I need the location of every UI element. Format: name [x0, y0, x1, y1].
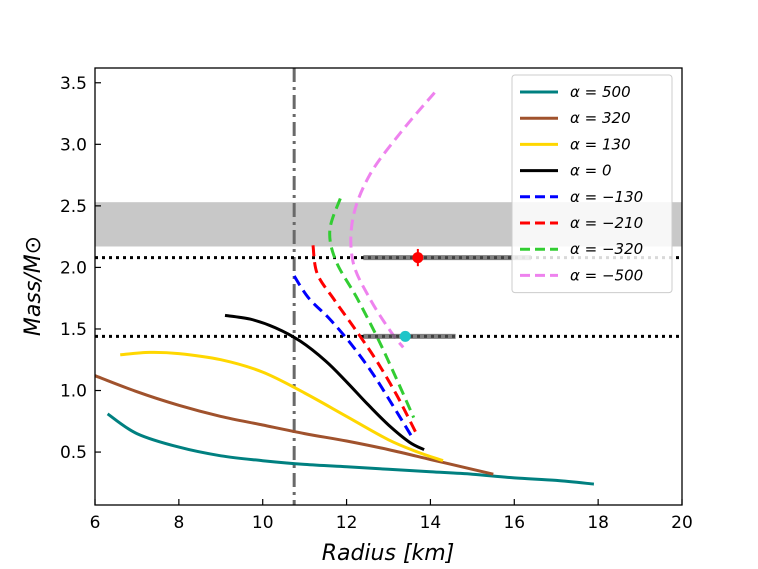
series-line [94, 374, 494, 476]
series-line [292, 275, 415, 441]
x-tick-label: 14 [420, 513, 442, 533]
x-tick-label: 6 [90, 513, 101, 533]
legend: α = 500 α = 320 α = 130 α = 0 α = −130 α = −2… [511, 74, 673, 294]
y-tick-label: 0.5 [60, 443, 87, 463]
legend-label: α = −320 [570, 240, 643, 258]
x-tick-label: 20 [671, 513, 693, 533]
y-tick-label: 2.0 [60, 258, 87, 278]
x-tick-label: 8 [173, 513, 184, 533]
y-tick-label: 3.0 [60, 135, 87, 155]
x-axis-label: Radius [km] [322, 541, 455, 566]
legend-label: α = −130 [570, 188, 643, 206]
legend-label: α = 500 [570, 83, 631, 101]
series-line [311, 245, 418, 434]
y-axis-label: Mass/M⊙ [21, 236, 46, 336]
y-tick-label: 1.5 [60, 320, 87, 340]
x-tick-label: 16 [503, 513, 525, 533]
series-line [328, 197, 416, 419]
legend-label: α = 130 [570, 135, 631, 153]
y-tick-label: 3.5 [60, 74, 87, 94]
x-tick-label: 18 [587, 513, 609, 533]
legend-label: α = −210 [570, 214, 643, 232]
series-line [120, 350, 444, 463]
legend-label: α = −500 [570, 266, 643, 284]
x-tick-label: 12 [336, 513, 358, 533]
measurement-point [412, 252, 424, 264]
plot-frame [94, 67, 683, 506]
series-line [224, 313, 425, 451]
y-tick-label: 2.5 [60, 197, 87, 217]
y-tick-label: 1.0 [60, 382, 87, 402]
series-line [349, 91, 436, 349]
series-line [106, 412, 595, 486]
legend-box [511, 74, 673, 294]
legend-label: α = 0 [570, 162, 612, 180]
legend-label: α = 320 [570, 109, 631, 127]
x-tick-label: 10 [252, 513, 274, 533]
measurement-point [399, 330, 411, 342]
